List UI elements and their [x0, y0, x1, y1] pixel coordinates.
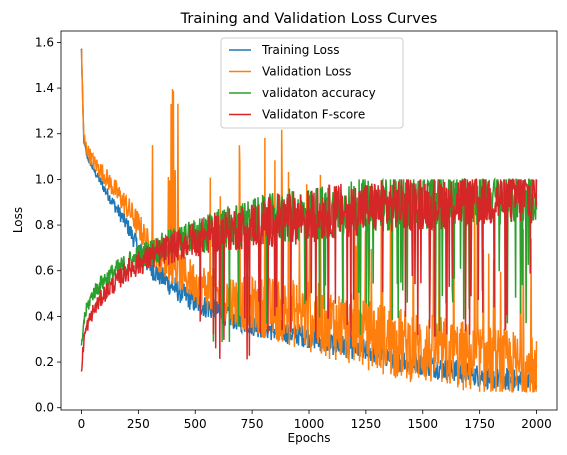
y-axis-ticks: 0.0 0.2 0.4 0.6 0.8 1.0 1.2 1.4 1.6: [35, 35, 61, 415]
y-axis-label: Loss: [11, 207, 25, 233]
x-tick-label: 1500: [407, 417, 438, 431]
x-tick-label: 1000: [294, 417, 325, 431]
legend-label: validaton accuracy: [262, 86, 376, 100]
legend-label: Training Loss: [261, 43, 339, 57]
y-tick-label: 1.0: [35, 172, 54, 186]
x-tick-label: 1750: [464, 417, 495, 431]
y-tick-label: 0.0: [35, 401, 54, 415]
x-tick-label: 250: [127, 417, 150, 431]
y-tick-label: 1.6: [35, 35, 54, 49]
series-line-4: [80, 178, 538, 372]
x-tick-label: 2000: [521, 417, 552, 431]
legend-frame: [220, 37, 404, 129]
legend: Training Loss Validation Loss validaton ac…: [220, 37, 404, 129]
x-axis-ticks: 0 250 500 750 1000 1250 1500 1750 2000: [78, 410, 552, 431]
plot-series-group: [80, 48, 538, 393]
legend-label: Validaton F-score: [262, 108, 365, 122]
y-tick-label: 0.2: [35, 355, 54, 369]
chart-title: Training and Validation Loss Curves: [180, 11, 438, 27]
y-tick-label: 0.8: [35, 218, 54, 232]
y-tick-label: 1.2: [35, 127, 54, 141]
series-line-1: [80, 48, 538, 392]
y-tick-label: 0.4: [35, 309, 54, 323]
x-tick-label: 750: [241, 417, 264, 431]
x-tick-label: 1250: [351, 417, 382, 431]
x-tick-label: 0: [78, 417, 86, 431]
y-tick-label: 0.6: [35, 264, 54, 278]
legend-label: Validation Loss: [262, 65, 351, 79]
y-tick-label: 1.4: [35, 81, 54, 95]
x-axis-label: Epochs: [288, 431, 331, 445]
x-tick-label: 500: [184, 417, 207, 431]
